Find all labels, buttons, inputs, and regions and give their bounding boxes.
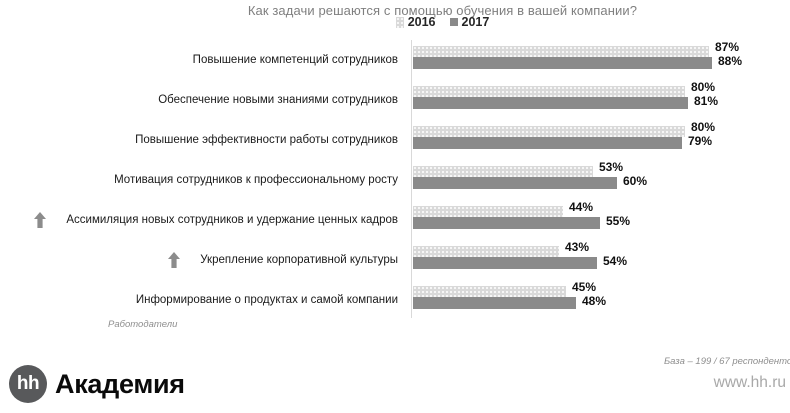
bar-2017 xyxy=(413,177,617,189)
chart-legend: 2016 2017 xyxy=(95,15,790,29)
value-label-2016: 80% xyxy=(691,120,716,134)
hh-academy-logo: hh Академия xyxy=(9,365,185,403)
chart-row: Ассимиляция новых сотрудников и удержани… xyxy=(0,200,790,240)
category-label: Мотивация сотрудников к профессиональном… xyxy=(114,174,398,186)
hh-logo-icon: hh xyxy=(9,365,47,403)
bar-2017 xyxy=(413,217,600,229)
value-label-2016: 53% xyxy=(599,160,624,174)
value-label-2016: 87% xyxy=(715,40,740,54)
bar-2016 xyxy=(413,206,563,217)
brand-name: Академия xyxy=(55,368,185,399)
footnote-base: База – 199 / 67 респондентов xyxy=(664,356,790,367)
value-label-2017: 81% xyxy=(694,94,719,108)
chart-row: Укрепление корпоративной культуры 43% 54% xyxy=(0,240,790,280)
bar-2016 xyxy=(413,286,566,297)
legend-item-2016: 2016 xyxy=(395,15,436,29)
bar-2016 xyxy=(413,86,685,97)
category-label: Повышение эффективности работы сотрудник… xyxy=(135,134,398,146)
category-label: Укрепление корпоративной культуры xyxy=(200,254,398,266)
category-label: Информирование о продуктах и самой компа… xyxy=(135,294,398,306)
chart-row: Повышение компетенций сотрудников 87% 88% xyxy=(0,40,790,80)
category-label-wrap: Укрепление корпоративной культуры xyxy=(0,240,405,280)
value-label-2016: 43% xyxy=(565,240,590,254)
category-label-wrap: Информирование о продуктах и самой компа… xyxy=(0,280,405,320)
value-label-2017: 79% xyxy=(688,134,713,148)
category-label: Обеспечение новыми знаниями сотрудников xyxy=(158,94,398,106)
legend-label: 2017 xyxy=(461,15,490,29)
value-label-2016: 80% xyxy=(691,80,716,94)
website-link[interactable]: www.hh.ru xyxy=(713,374,786,391)
legend-swatch-icon xyxy=(395,16,404,28)
category-label-wrap: Обеспечение новыми знаниями сотрудников xyxy=(0,80,405,120)
chart-row: Мотивация сотрудников к профессиональном… xyxy=(0,160,790,200)
bar-2016 xyxy=(413,126,685,137)
increase-up-arrow-icon xyxy=(168,252,181,268)
category-label-wrap: Повышение компетенций сотрудников xyxy=(0,40,405,80)
bar-2017 xyxy=(413,257,597,269)
bar-2017 xyxy=(413,137,682,149)
value-label-2016: 45% xyxy=(572,280,597,294)
chart-row: Информирование о продуктах и самой компа… xyxy=(0,280,790,320)
hh-logo-text: hh xyxy=(16,373,40,394)
bar-2017 xyxy=(413,297,576,309)
legend-swatch-icon xyxy=(449,18,458,26)
bar-2017 xyxy=(413,97,688,109)
value-label-2017: 60% xyxy=(623,174,648,188)
category-label: Повышение компетенций сотрудников xyxy=(192,54,398,66)
axis-line xyxy=(411,40,412,318)
footnote-respondent-group: Работодатели xyxy=(108,319,178,330)
legend-item-2017: 2017 xyxy=(449,15,490,29)
value-label-2017: 88% xyxy=(718,54,743,68)
bar-2016 xyxy=(413,246,559,257)
category-label-wrap: Повышение эффективности работы сотрудник… xyxy=(0,120,405,160)
value-label-2016: 44% xyxy=(569,200,594,214)
legend-label: 2016 xyxy=(407,15,436,29)
category-label-wrap: Ассимиляция новых сотрудников и удержани… xyxy=(0,200,405,240)
bar-2016 xyxy=(413,46,709,57)
category-label: Ассимиляция новых сотрудников и удержани… xyxy=(66,214,398,226)
increase-up-arrow-icon xyxy=(34,212,47,228)
bar-2017 xyxy=(413,57,712,69)
chart-row: Обеспечение новыми знаниями сотрудников 8… xyxy=(0,80,790,120)
bar-2016 xyxy=(413,166,593,177)
value-label-2017: 48% xyxy=(582,294,607,308)
value-label-2017: 54% xyxy=(603,254,628,268)
chart-title: Как задачи решаются с помощью обучения в… xyxy=(247,3,638,18)
value-label-2017: 55% xyxy=(606,214,631,228)
chart-row: Повышение эффективности работы сотрудник… xyxy=(0,120,790,160)
category-label-wrap: Мотивация сотрудников к профессиональном… xyxy=(0,160,405,200)
